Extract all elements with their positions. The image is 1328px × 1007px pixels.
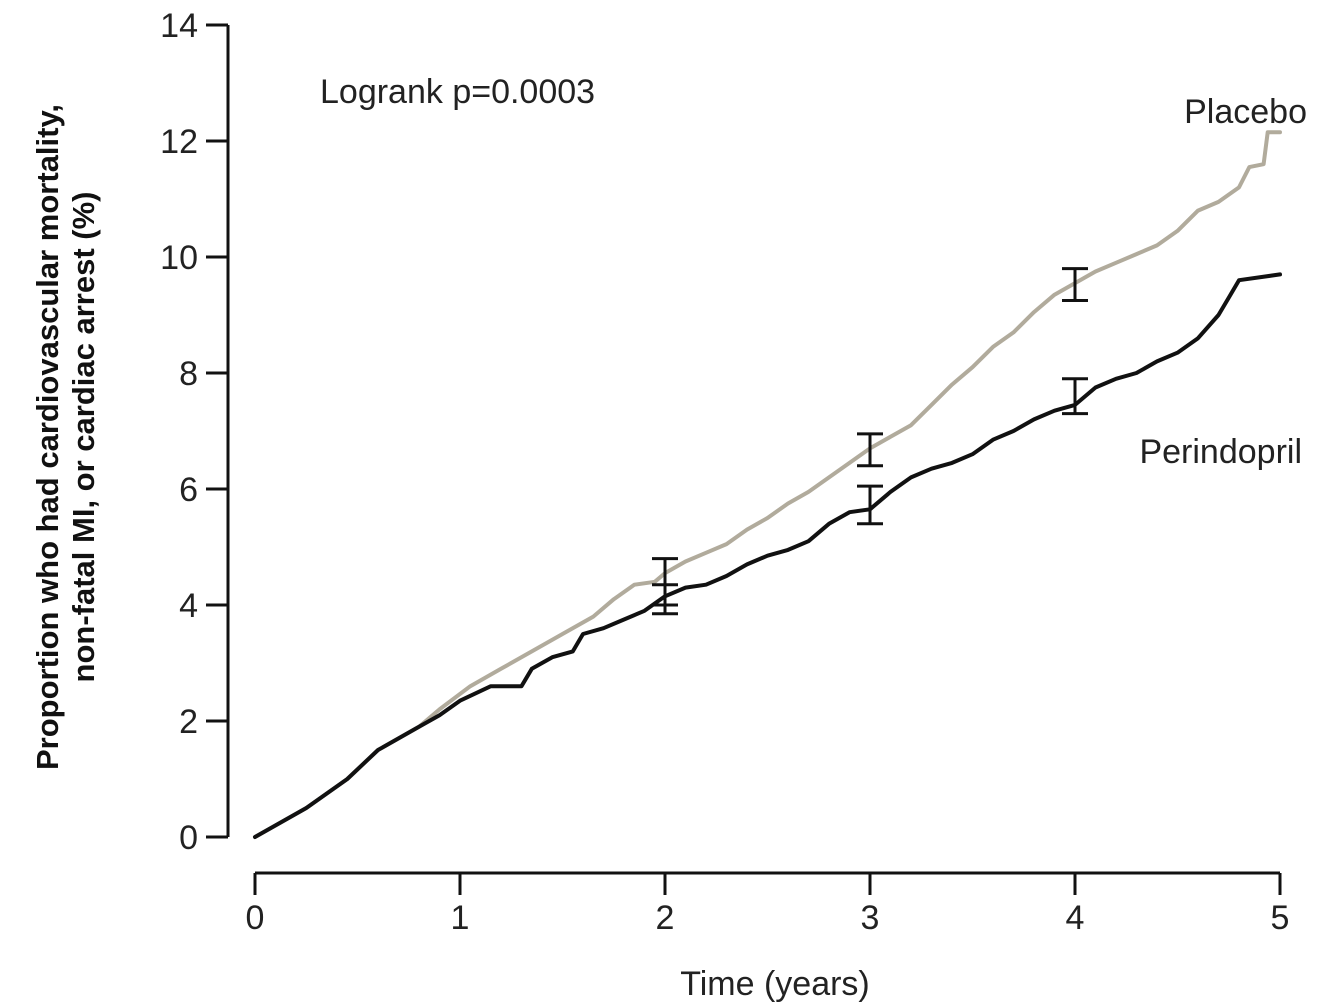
y-axis-title-line-1: Proportion who had cardiovascular mortal…	[30, 104, 65, 770]
logrank-annotation: Logrank p=0.0003	[320, 73, 595, 111]
y-axis-title: Proportion who had cardiovascular mortal…	[30, 104, 101, 770]
y-tick-label: 0	[179, 819, 198, 857]
y-axis: 0 2 4 6 8 10 12 14	[160, 7, 230, 857]
x-tick-label: 4	[1066, 899, 1085, 937]
y-tick-label: 2	[179, 703, 198, 741]
y-tick-label: 12	[160, 123, 198, 161]
y-axis-title-line-2: non-fatal MI, or cardiac arrest (%)	[66, 192, 101, 683]
x-tick-label: 2	[656, 899, 675, 937]
series-label-perindopril: Perindopril	[1139, 433, 1302, 471]
y-tick-label: 8	[179, 355, 198, 393]
error-bars	[652, 267, 1088, 616]
series-line-perindopril	[253, 272, 1282, 839]
y-tick-label: 4	[179, 587, 198, 625]
x-tick-label: 3	[861, 899, 880, 937]
y-tick-label: 6	[179, 471, 198, 509]
x-axis: 0 1 2 3 4 5	[246, 871, 1290, 937]
series-line-placebo	[253, 130, 1282, 839]
y-tick-label: 10	[160, 239, 198, 277]
x-tick-label: 5	[1271, 899, 1290, 937]
x-tick-label: 0	[246, 899, 265, 937]
series-label-placebo: Placebo	[1184, 93, 1307, 131]
series-lines	[253, 130, 1282, 839]
y-tick-label: 14	[160, 7, 198, 45]
x-tick-label: 1	[451, 899, 470, 937]
x-axis-title: Time (years)	[680, 965, 870, 1003]
